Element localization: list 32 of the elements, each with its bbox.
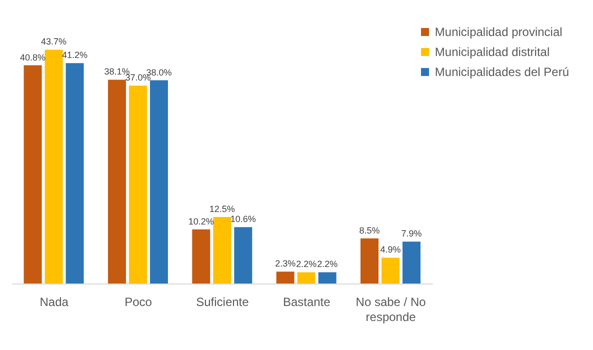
bar: [192, 229, 210, 284]
data-label: 4.9%: [380, 244, 401, 255]
x-tick-label: Nada: [40, 295, 69, 309]
bar: [297, 272, 316, 284]
bar: [213, 216, 232, 284]
x-tick-label: No sabe / No responde: [356, 295, 426, 324]
bar: [276, 272, 294, 284]
x-tick-label: Suficiente: [196, 295, 250, 309]
data-label: 2.2%: [317, 259, 338, 270]
legend-label: Municipalidad provincial: [434, 24, 562, 41]
legend-label: Municipalidad distrital: [434, 44, 550, 61]
bar: [402, 242, 421, 284]
data-label: 43.7%: [41, 36, 67, 47]
bar: [128, 86, 147, 284]
x-tick-label: Bastante: [282, 295, 331, 309]
data-label: 2.2%: [296, 259, 317, 270]
data-label: 8.5%: [359, 225, 380, 236]
bar: [360, 238, 379, 284]
bar: [234, 227, 252, 284]
data-label: 2.3%: [275, 258, 296, 269]
bar: [108, 80, 126, 284]
data-label: 10.6%: [230, 214, 256, 224]
bar: [318, 272, 336, 284]
bar: [150, 80, 168, 284]
bar: [44, 50, 63, 284]
bar: [66, 63, 84, 284]
x-tick-label: Poco: [124, 295, 152, 309]
legend-label: Municipalidades del Perú: [434, 64, 569, 81]
data-label: 12.5%: [209, 204, 235, 214]
bar: [24, 65, 42, 284]
data-label: 7.9%: [401, 228, 422, 239]
bar: [382, 258, 400, 284]
